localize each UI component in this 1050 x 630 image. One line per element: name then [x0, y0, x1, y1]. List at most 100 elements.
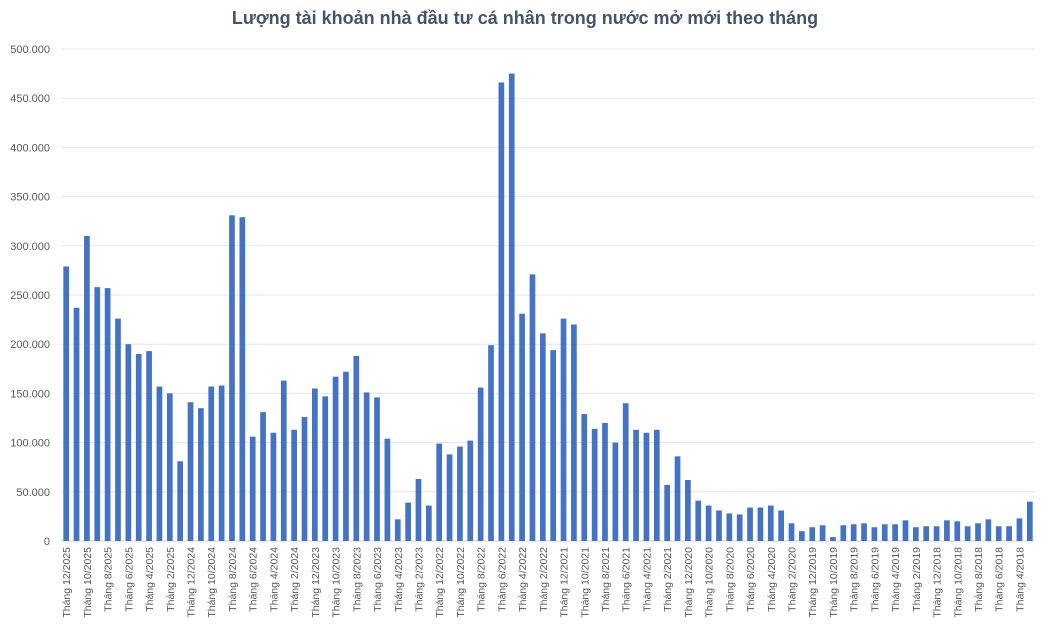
x-tick-label: Tháng 8/2023 — [351, 547, 363, 612]
x-tick-label: Tháng 2/2019 — [911, 547, 923, 612]
bar — [218, 385, 225, 541]
bar — [881, 524, 888, 541]
bar — [73, 307, 80, 541]
bar — [529, 274, 536, 541]
bar — [602, 422, 608, 541]
bar — [767, 505, 774, 541]
bar — [239, 217, 246, 541]
x-tick-label: Tháng 12/2019 — [807, 547, 819, 618]
x-tick-label: Tháng 2/2021 — [662, 547, 674, 612]
x-tick-label: Tháng 2/2024 — [289, 547, 301, 612]
bar — [208, 386, 215, 541]
x-tick-label: Tháng 4/2020 — [766, 547, 778, 612]
x-tick-label: Tháng 12/2024 — [186, 547, 198, 618]
x-tick-label: Tháng 6/2023 — [372, 547, 384, 612]
bar — [788, 523, 795, 541]
bar — [467, 440, 474, 541]
bar — [84, 235, 90, 541]
x-tick-label: Tháng 4/2022 — [517, 547, 529, 612]
bar — [975, 523, 981, 541]
bar — [674, 456, 681, 541]
y-tick-label: 250.000 — [10, 290, 50, 302]
bar — [1016, 518, 1023, 541]
bar — [384, 438, 391, 541]
y-tick-label: 100.000 — [10, 438, 50, 450]
x-tick-label: Tháng 8/2018 — [973, 547, 985, 612]
bar — [260, 412, 266, 541]
bar — [187, 402, 194, 541]
x-tick-label: Tháng 10/2024 — [206, 547, 218, 618]
y-tick-label: 400.000 — [10, 142, 50, 154]
x-tick-label: Tháng 2/2022 — [538, 547, 550, 612]
bar — [104, 288, 111, 541]
bar — [778, 510, 784, 541]
x-tick-label: Tháng 2/2020 — [787, 547, 799, 612]
y-tick-label: 350.000 — [10, 192, 50, 204]
bar — [840, 525, 847, 541]
bar — [249, 436, 256, 541]
x-tick-label: Tháng 12/2022 — [434, 547, 446, 618]
bar — [819, 525, 826, 541]
bar — [405, 502, 411, 541]
x-tick-label: Tháng 8/2022 — [476, 547, 488, 612]
x-tick-label: Tháng 8/2020 — [724, 547, 736, 612]
x-tick-label: Tháng 4/2018 — [1014, 547, 1026, 612]
bar — [301, 417, 308, 541]
bar — [125, 344, 132, 541]
bar — [394, 519, 401, 541]
bar — [944, 520, 950, 541]
bar — [229, 215, 235, 541]
bar — [425, 505, 432, 541]
bar — [757, 507, 764, 541]
x-tick-label: Tháng 6/2021 — [621, 547, 633, 612]
bar — [539, 333, 546, 541]
y-tick-label: 0 — [44, 536, 50, 548]
y-tick-label: 150.000 — [10, 388, 50, 400]
bar — [415, 479, 422, 541]
y-tick-label: 450.000 — [10, 93, 50, 105]
bar — [622, 403, 629, 541]
bar — [270, 432, 277, 541]
bar — [912, 527, 919, 541]
bar — [166, 393, 173, 541]
bar — [332, 376, 339, 541]
x-tick-label: Tháng 10/2018 — [952, 547, 964, 618]
bar — [643, 432, 650, 541]
bar — [146, 351, 152, 541]
bar — [374, 397, 380, 541]
bar — [436, 443, 443, 541]
bar — [280, 380, 287, 541]
y-tick-label: 300.000 — [10, 241, 50, 253]
bar — [747, 507, 753, 541]
bar — [343, 371, 349, 541]
bar — [477, 387, 484, 541]
bar — [322, 396, 329, 541]
bar — [591, 428, 598, 541]
bar — [685, 479, 691, 541]
x-tick-label: Tháng 6/2018 — [994, 547, 1006, 612]
bar — [550, 350, 557, 541]
x-tick-label: Tháng 10/2021 — [579, 547, 591, 618]
x-tick-label: Tháng 12/2018 — [932, 547, 944, 618]
y-tick-label: 50.000 — [16, 487, 50, 499]
y-tick-label: 500.000 — [10, 44, 50, 56]
bar — [861, 523, 867, 541]
bar — [799, 531, 805, 541]
bar — [923, 526, 930, 541]
bar — [457, 446, 463, 541]
bar — [726, 513, 733, 541]
x-tick-label: Tháng 8/2024 — [227, 547, 239, 612]
x-tick-label: Tháng 8/2021 — [600, 547, 612, 612]
bar — [312, 388, 318, 541]
bar — [871, 527, 878, 541]
x-tick-label: Tháng 6/2022 — [496, 547, 508, 612]
bar — [830, 537, 836, 541]
x-tick-label: Tháng 4/2024 — [268, 547, 280, 612]
bar — [933, 526, 940, 541]
x-tick-label: Tháng 6/2020 — [745, 547, 757, 612]
x-tick-label: Tháng 2/2025 — [165, 547, 177, 612]
bar — [736, 514, 743, 541]
x-tick-label: Tháng 10/2022 — [455, 547, 467, 618]
x-tick-label: Tháng 10/2025 — [82, 547, 94, 618]
